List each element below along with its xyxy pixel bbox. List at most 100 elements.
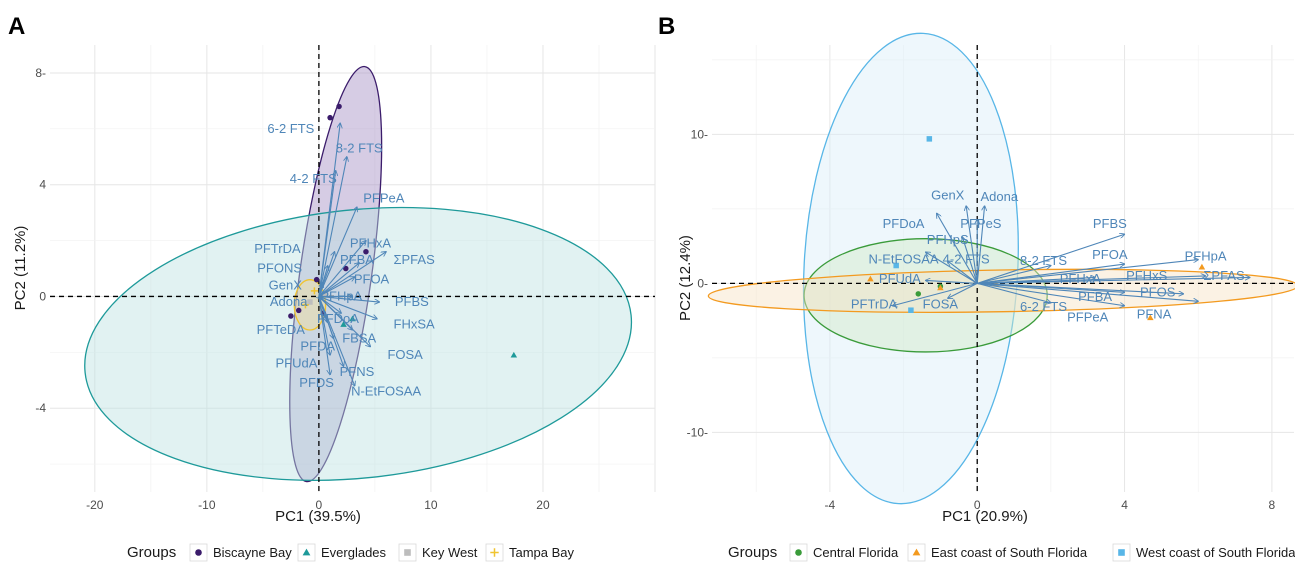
legend-marker: [195, 549, 202, 556]
loading-arrow: [318, 296, 330, 374]
data-point: [893, 262, 899, 269]
data-point: [310, 287, 318, 295]
loading-label: PFNS: [340, 364, 375, 379]
loading-label: Adona: [981, 189, 1019, 204]
loading-label: FOSA: [387, 347, 423, 362]
panel-label-b: B: [658, 13, 675, 40]
loading-arrow: [977, 277, 1250, 284]
loading-label: ΣPFAS: [393, 252, 435, 267]
loading-arrow: [318, 295, 341, 313]
loading-arrow: [318, 296, 371, 346]
loading-arrow: [977, 260, 1198, 284]
data-point: [915, 291, 922, 297]
y-tick-label: -4: [35, 401, 46, 415]
loading-arrow: [318, 171, 336, 297]
data-point: [340, 321, 347, 327]
legend-label: Central Florida: [813, 545, 899, 560]
loading-label: PFPeS: [960, 216, 1002, 231]
data-point: [336, 103, 342, 110]
grid-a: [50, 45, 656, 492]
x-tick-label: 4: [1121, 498, 1128, 512]
loading-label: 8-2 FTS: [336, 140, 383, 155]
legend-label: Everglades: [321, 545, 387, 560]
loading-arrow: [977, 266, 1051, 284]
reference-lines-b: [712, 45, 1294, 492]
loading-arrow: [977, 264, 1124, 284]
y-tick-label: 8-: [35, 66, 46, 80]
data-point: [295, 307, 302, 314]
loading-arrow: [318, 252, 386, 297]
loading-label: PFBS: [395, 294, 429, 309]
loading-label: PFTrDA: [254, 241, 301, 256]
y-tick-label: 10-: [691, 127, 708, 141]
loading-label: PFOA: [354, 272, 390, 287]
data-point: [327, 114, 333, 121]
loading-arrow: [318, 207, 357, 297]
x-tick-label: -20: [86, 498, 104, 512]
loading-label: PFDoA: [317, 311, 359, 326]
data-point: [1147, 314, 1154, 321]
loading-arrow: [318, 157, 347, 297]
loading-label: PFOS: [1140, 284, 1176, 299]
y-tick-label: -10-: [687, 425, 708, 439]
loading-arrow: [977, 282, 1124, 305]
loading-label: PFUdA: [276, 355, 318, 370]
loading-arrow: [892, 282, 978, 305]
loading-arrow: [976, 206, 984, 284]
loading-arrow: [926, 280, 978, 284]
data-point: [1198, 263, 1206, 270]
y-axis-title-b: PC2 (12.4%): [677, 235, 694, 321]
loading-label: PFPeA: [1067, 310, 1109, 325]
legend-marker: [302, 548, 311, 556]
loading-label: PFONS: [257, 261, 302, 276]
confidence-ellipse: [289, 65, 383, 483]
confidence-ellipse: [293, 279, 327, 331]
ellipses-a: [84, 65, 633, 483]
loading-label: N-EtFOSAA: [869, 252, 939, 267]
legend-label: Biscayne Bay: [213, 545, 292, 560]
legend-a: Groups Biscayne Bay Everglades Key West Tam…: [127, 543, 575, 562]
ticks-b: -4 0 4 8 -10- 0- 10-: [687, 127, 1276, 512]
loading-arrow: [966, 206, 978, 284]
loading-arrow: [962, 237, 978, 284]
loading-arrow: [937, 213, 978, 284]
confidence-ellipse: [803, 238, 1048, 353]
loading-label: 6-2 FTS: [267, 121, 314, 136]
data-point: [937, 284, 944, 291]
y-axis-title-a: PC2 (11.2%): [12, 226, 29, 311]
loading-label: PFDoA: [883, 216, 925, 231]
ellipses-b: [707, 32, 1295, 505]
loading-label: GenX: [931, 187, 965, 202]
loading-label: PFHxA: [350, 235, 392, 250]
data-point: [926, 136, 933, 142]
data-point: [301, 301, 309, 309]
x-tick-label: 0: [316, 498, 323, 512]
legend-label: West coast of South Florida: [1136, 545, 1295, 560]
loading-label: FOSA: [923, 296, 959, 311]
loading-label: PFBA: [340, 252, 374, 267]
x-tick-label: -4: [825, 498, 836, 512]
loading-label: FHxSA: [394, 316, 436, 331]
loading-label: GenX: [269, 277, 303, 292]
loadings-a: 6-2 FTS 8-2 FTS 4-2 FTS PFPeA PFHxA PFTrDA PFB…: [254, 121, 435, 399]
ticks-a: -20 -10 0 10 20 -4 0 4 8-: [35, 66, 550, 512]
data-point: [288, 313, 294, 319]
loading-arrow: [977, 282, 1183, 293]
legend-marker: [912, 548, 921, 556]
loading-label: ΣPFAS: [1203, 268, 1245, 283]
loading-arrow: [948, 282, 978, 298]
loading-label: PFTrDA: [851, 296, 898, 311]
legend-marker: [404, 549, 411, 556]
x-axis-title-a: PC1 (39.5%): [275, 508, 361, 525]
x-tick-label: 0: [974, 498, 981, 512]
data-point: [349, 315, 356, 322]
panel-label-a: A: [8, 13, 25, 40]
loading-label: 4-2 FTS: [290, 171, 337, 186]
loading-label: 6-2 FTS: [1020, 299, 1067, 314]
loading-arrow: [318, 296, 355, 385]
loading-label: PFOA: [1092, 247, 1128, 262]
legend-title-a: Groups: [127, 544, 176, 561]
loading-label: 4-2 FTS: [943, 252, 990, 267]
loading-arrow: [977, 282, 1051, 302]
data-point: [908, 307, 914, 313]
